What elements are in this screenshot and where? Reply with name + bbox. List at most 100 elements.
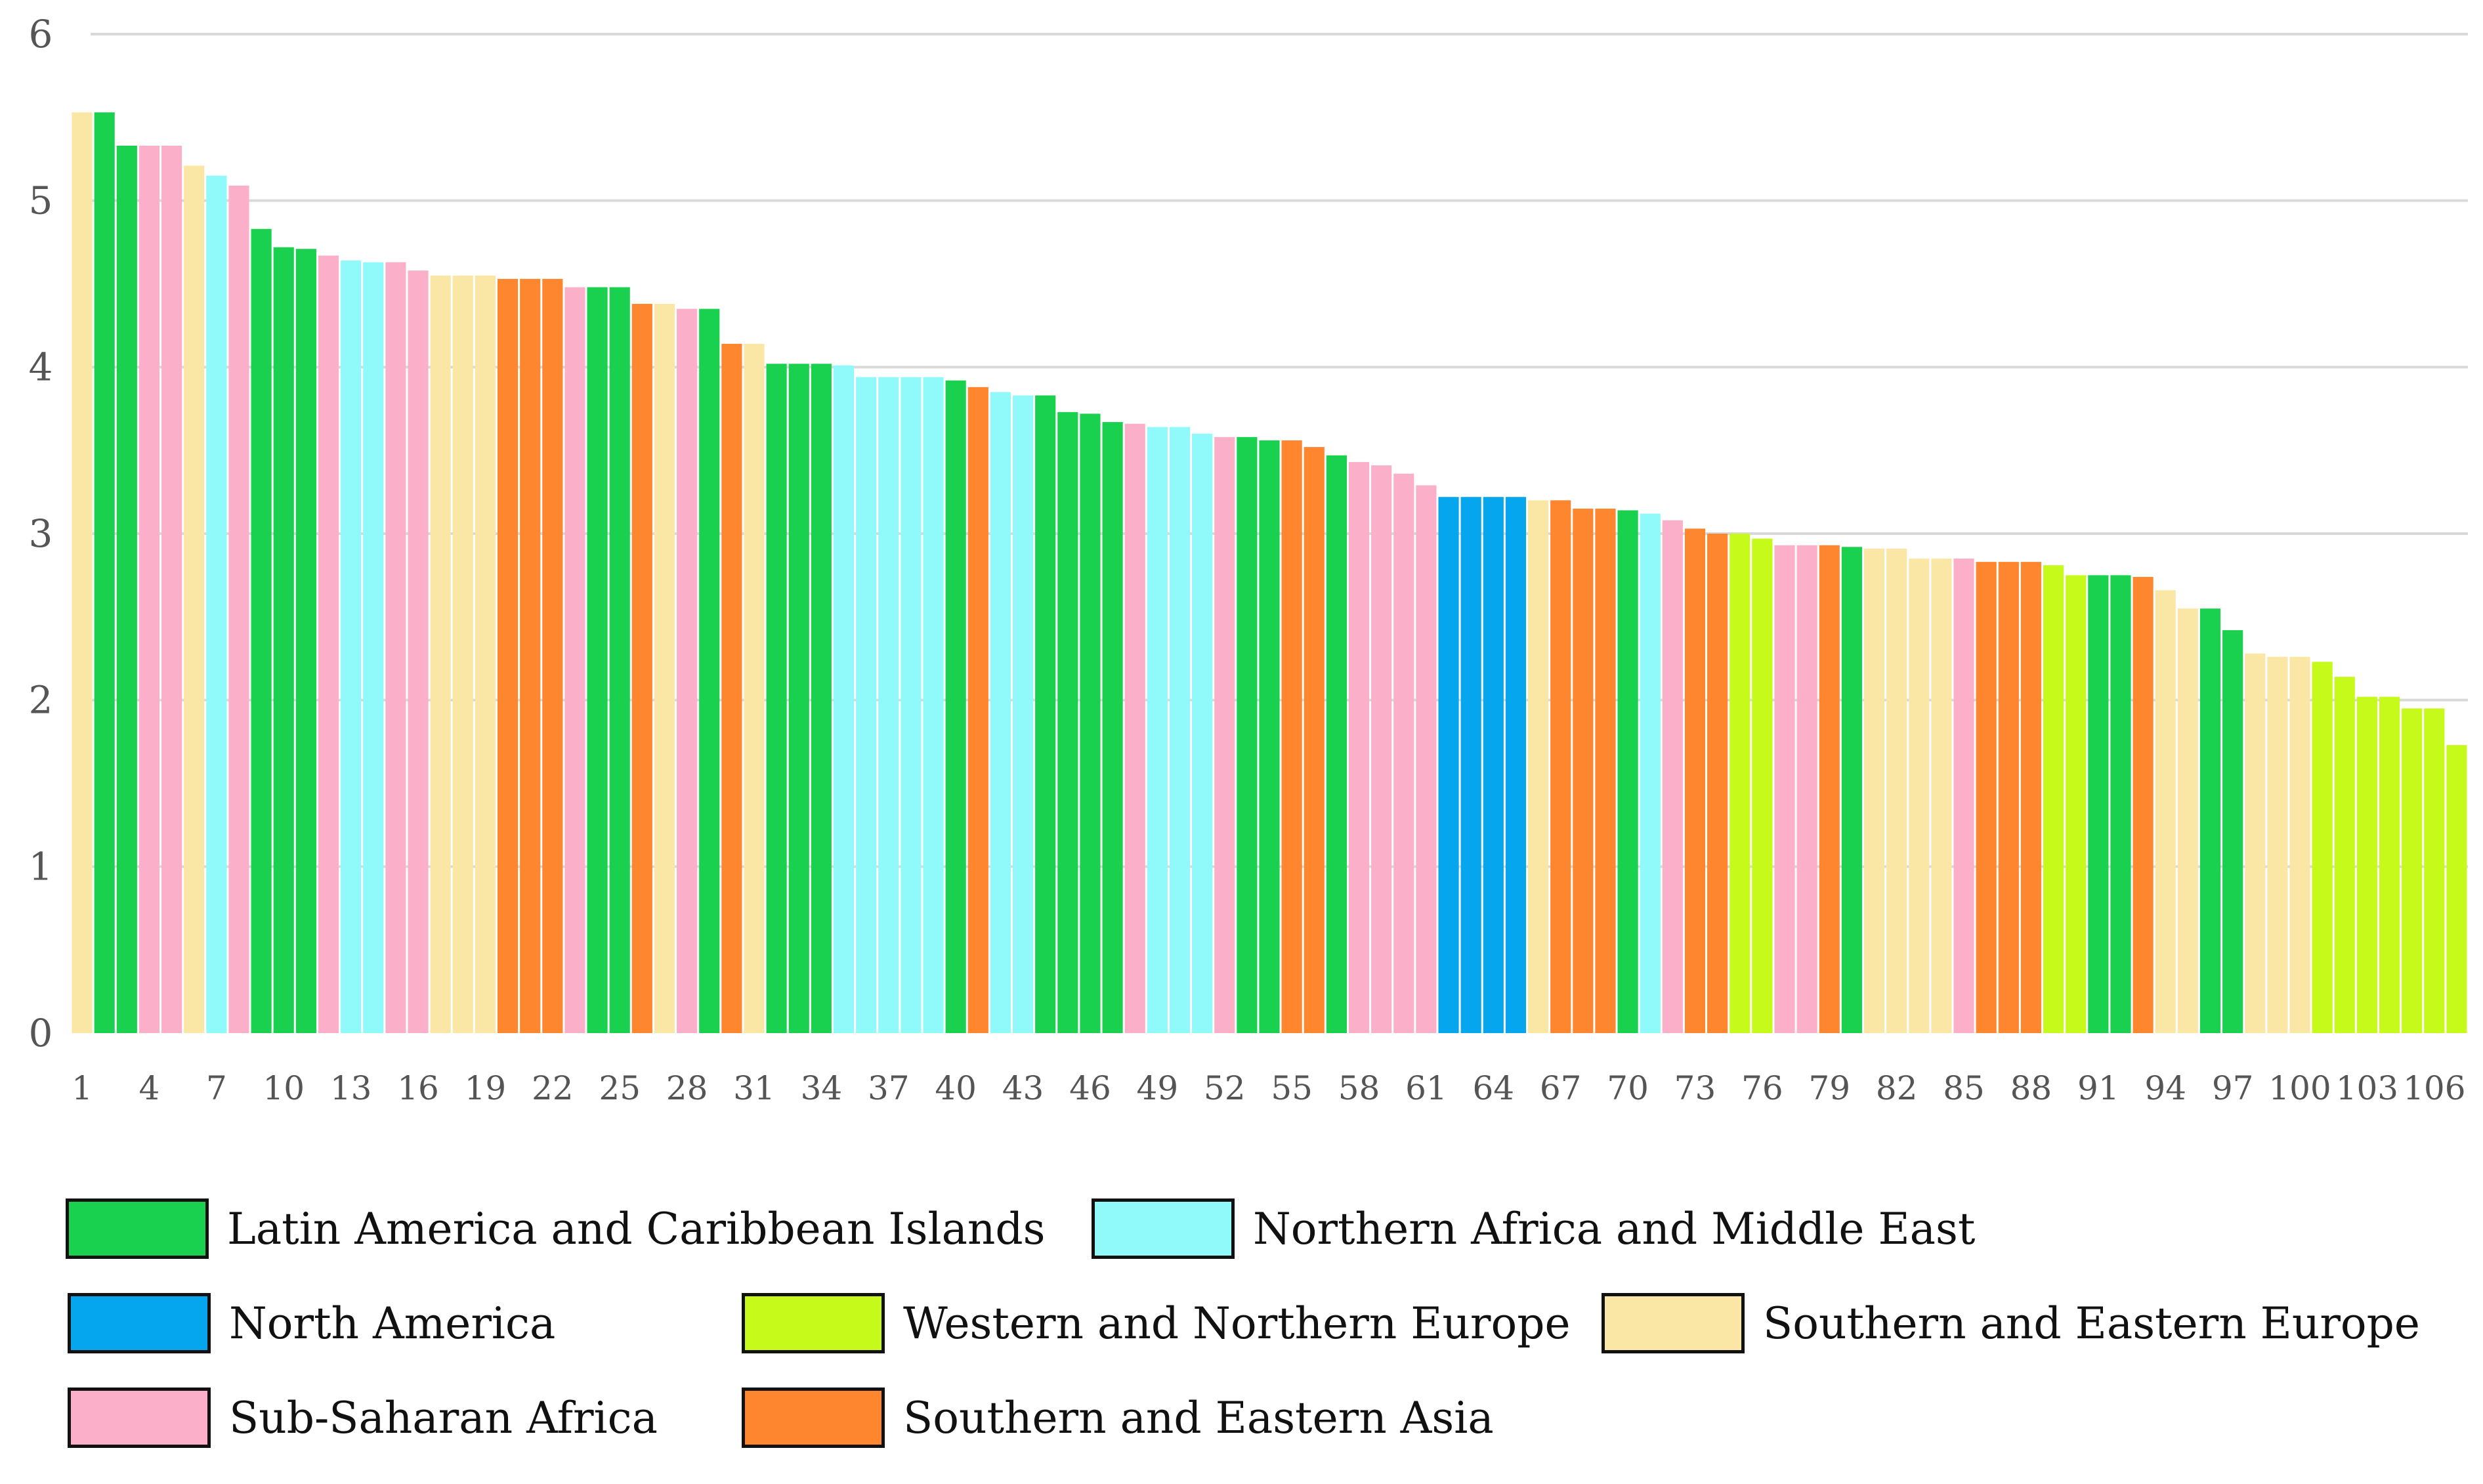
bar-55 — [1281, 440, 1302, 1033]
x-tick-label: 34 — [801, 1069, 843, 1107]
x-tick-label: 43 — [1002, 1069, 1044, 1107]
bar-41 — [967, 387, 988, 1033]
bar-56 — [1304, 447, 1325, 1033]
bar-4 — [138, 145, 160, 1033]
bar-54 — [1259, 440, 1280, 1033]
bar-72 — [1662, 520, 1683, 1033]
x-tick-label: 22 — [532, 1069, 574, 1107]
bar-36 — [856, 377, 877, 1033]
bar-57 — [1326, 455, 1347, 1033]
bar-71 — [1640, 513, 1661, 1033]
bar-15 — [385, 262, 406, 1034]
x-tick-label: 4 — [139, 1069, 160, 1107]
bar-89 — [2043, 565, 2064, 1033]
bar-79 — [1819, 545, 1840, 1033]
bar-27 — [654, 303, 675, 1034]
bar-23 — [564, 287, 585, 1033]
bar-42 — [990, 392, 1011, 1033]
bar-16 — [408, 270, 429, 1033]
bar-24 — [587, 287, 608, 1033]
bar-9 — [251, 228, 272, 1033]
bar-43 — [1012, 395, 1034, 1033]
x-tick-label: 88 — [2010, 1069, 2052, 1107]
bar-61 — [1416, 485, 1437, 1033]
bar-52 — [1214, 436, 1235, 1033]
bar-103 — [2356, 696, 2377, 1033]
bar-86 — [1976, 562, 1997, 1033]
bar-67 — [1550, 500, 1571, 1033]
bar-59 — [1371, 465, 1392, 1033]
bar-64 — [1483, 497, 1504, 1033]
bar-series — [72, 112, 2467, 1034]
x-tick-label: 106 — [2403, 1069, 2465, 1107]
bar-76 — [1752, 538, 1773, 1033]
x-tick-label: 13 — [330, 1069, 372, 1107]
bar-77 — [1774, 545, 1795, 1033]
bar-29 — [699, 308, 720, 1033]
x-tick-label: 16 — [397, 1069, 439, 1107]
bar-7 — [206, 175, 227, 1033]
bar-48 — [1124, 423, 1145, 1033]
bar-82 — [1886, 548, 1907, 1033]
bar-26 — [631, 303, 652, 1034]
bar-37 — [878, 377, 899, 1033]
bar-68 — [1573, 508, 1594, 1033]
bar-49 — [1147, 427, 1168, 1033]
bar-1 — [72, 112, 93, 1033]
x-tick-label: 25 — [599, 1069, 641, 1107]
y-axis-ticks: 0 1 2 3 4 5 6 — [29, 12, 53, 1055]
x-tick-label: 97 — [2212, 1069, 2254, 1107]
bar-74 — [1707, 534, 1728, 1033]
bar-102 — [2334, 677, 2355, 1033]
bar-94 — [2155, 590, 2176, 1033]
x-tick-label: 82 — [1876, 1069, 1918, 1107]
bar-88 — [2020, 562, 2042, 1033]
bar-85 — [1953, 559, 1974, 1033]
bar-11 — [295, 249, 316, 1034]
bar-47 — [1102, 422, 1123, 1033]
x-tick-label: 58 — [1338, 1069, 1380, 1107]
bar-97 — [2222, 630, 2243, 1033]
bar-53 — [1237, 436, 1258, 1033]
x-tick-label: 37 — [868, 1069, 910, 1107]
bar-62 — [1438, 497, 1459, 1033]
bar-63 — [1460, 497, 1481, 1033]
bar-44 — [1035, 395, 1056, 1033]
bar-12 — [318, 255, 339, 1033]
x-tick-label: 91 — [2077, 1069, 2119, 1107]
bar-31 — [744, 343, 765, 1033]
bar-81 — [1863, 548, 1885, 1033]
x-tick-label: 70 — [1607, 1069, 1649, 1107]
bar-101 — [2312, 662, 2333, 1033]
bar-87 — [1998, 562, 2019, 1033]
bar-34 — [811, 364, 832, 1033]
bar-5 — [161, 145, 182, 1033]
bar-51 — [1192, 433, 1213, 1033]
bar-2 — [94, 112, 115, 1033]
bar-80 — [1841, 547, 1862, 1033]
bar-38 — [901, 377, 922, 1033]
x-tick-label: 31 — [733, 1069, 775, 1107]
y-tick-label: 4 — [29, 345, 53, 389]
bar-13 — [341, 260, 362, 1033]
bar-40 — [945, 380, 966, 1033]
x-tick-label: 7 — [206, 1069, 227, 1107]
x-tick-label: 64 — [1472, 1069, 1514, 1107]
bar-8 — [228, 185, 249, 1033]
y-tick-label: 1 — [29, 844, 53, 889]
x-tick-label: 61 — [1405, 1069, 1447, 1107]
bar-20 — [497, 278, 519, 1033]
bar-17 — [430, 275, 451, 1034]
bar-25 — [609, 287, 630, 1033]
bar-35 — [833, 365, 855, 1033]
x-axis-ticks: 1 4 7 10 13 16 19 22 25 28 31 34 37 40 43 46 49 52 55 58 61 6… — [72, 1069, 2465, 1107]
x-tick-label: 79 — [1808, 1069, 1850, 1107]
bar-100 — [2289, 656, 2310, 1033]
bar-3 — [116, 145, 137, 1033]
bar-65 — [1505, 497, 1527, 1033]
x-tick-label: 100 — [2268, 1069, 2331, 1107]
bar-30 — [721, 343, 742, 1033]
bar-21 — [520, 278, 541, 1033]
bar-46 — [1080, 413, 1101, 1033]
